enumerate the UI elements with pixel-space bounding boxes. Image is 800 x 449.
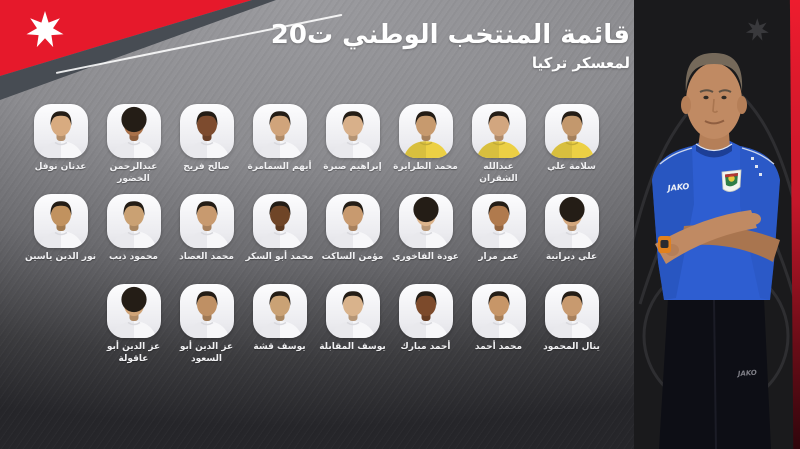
player-card: أحمد مبارك	[389, 284, 462, 374]
player-name: عبدالله الشقران	[479, 162, 518, 184]
player-card: نور الدين ياسين	[24, 194, 97, 284]
player-photo	[471, 284, 526, 338]
players-row: ينال المحمود محمد أحمد أحمد مبارك يوسف ا…	[24, 284, 608, 374]
player-card: مؤمن الساكت	[316, 194, 389, 284]
player-photo	[398, 194, 453, 248]
player-name: محمد أحمد	[474, 342, 523, 352]
player-name: عدنان نوفل	[34, 162, 87, 172]
player-photo	[398, 104, 453, 158]
player-photo	[252, 194, 307, 248]
players-grid: سلامة علي عبدالله الشقران محمد الطرايرة …	[24, 104, 608, 374]
player-photo	[471, 104, 526, 158]
player-name: يوسف قشة	[253, 342, 306, 352]
player-photo	[544, 104, 599, 158]
player-name: مؤمن الساكت	[321, 252, 384, 262]
player-photo	[179, 284, 234, 338]
player-photo	[325, 194, 380, 248]
player-name: سلامة علي	[547, 162, 596, 172]
player-photo	[106, 104, 161, 158]
player-card: يوسف المقابلة	[316, 284, 389, 374]
player-card: عمر مرار	[462, 194, 535, 284]
player-photo	[33, 194, 88, 248]
player-card: محمد أحمد	[462, 284, 535, 374]
player-name: أحمد مبارك	[400, 342, 451, 352]
player-card: يوسف قشة	[243, 284, 316, 374]
players-row: سلامة علي عبدالله الشقران محمد الطرايرة …	[24, 104, 608, 194]
player-photo	[471, 194, 526, 248]
player-photo	[325, 284, 380, 338]
kit-brand-label: JAKO	[665, 182, 690, 193]
player-card: علي ديرانية	[535, 194, 608, 284]
player-photo	[106, 284, 161, 338]
player-card: أيهم السمامرة	[243, 104, 316, 194]
player-photo	[325, 104, 380, 158]
player-card: محمد العصاد	[170, 194, 243, 284]
player-photo	[33, 104, 88, 158]
player-name: محمد الطرايرة	[393, 162, 458, 172]
player-name: علي ديرانية	[545, 252, 598, 262]
watermark-star-icon	[745, 18, 769, 41]
seven-pointed-star-icon	[26, 11, 64, 48]
player-photo	[544, 194, 599, 248]
federation-crest-icon	[721, 169, 742, 192]
right-red-stripe	[789, 0, 800, 449]
pants-brand-label: JAKO	[736, 369, 758, 378]
player-photo	[106, 194, 161, 248]
player-name: إبراهيم صبرة	[323, 162, 382, 172]
player-name: عبدالرحمن الخضور	[109, 162, 158, 184]
header: قائمة المنتخب الوطني ت20 لمعسكر تركيا	[271, 19, 630, 72]
page-subtitle: لمعسكر تركيا	[531, 53, 630, 72]
player-name: نور الدين ياسين	[25, 252, 96, 262]
player-card: عودة الفاخوري	[389, 194, 462, 284]
player-card: عبدالله الشقران	[462, 104, 535, 194]
player-card: محمود ذيب	[97, 194, 170, 284]
player-name: محمد أبو السكر	[245, 252, 314, 262]
player-card: عدنان نوفل	[24, 104, 97, 194]
player-card: محمد الطرايرة	[389, 104, 462, 194]
player-name: عمر مرار	[478, 252, 519, 262]
player-name: أيهم السمامرة	[247, 162, 312, 172]
player-name: محمد العصاد	[179, 252, 234, 262]
player-name: صالح فريج	[183, 162, 230, 172]
coach-panel: JAKO JAKO	[634, 0, 800, 449]
player-card: ينال المحمود	[535, 284, 608, 374]
player-name: عز الدين أبو عاقولة	[106, 342, 161, 364]
player-photo	[252, 284, 307, 338]
player-photo	[544, 284, 599, 338]
player-card: صالح فريج	[170, 104, 243, 194]
page-title: قائمة المنتخب الوطني ت20	[270, 20, 630, 50]
sleeve-dots	[751, 157, 762, 176]
player-photo	[179, 194, 234, 248]
player-photo	[398, 284, 453, 338]
player-card: عبدالرحمن الخضور	[97, 104, 170, 194]
player-name: محمود ذيب	[108, 252, 158, 262]
player-photo	[179, 104, 234, 158]
player-name: عز الدين أبو السعود	[179, 342, 234, 364]
player-name: ينال المحمود	[543, 342, 600, 352]
players-row: علي ديرانية عمر مرار عودة الفاخوري مؤمن …	[24, 194, 608, 284]
player-name: عودة الفاخوري	[392, 252, 459, 262]
player-card: عز الدين أبو السعود	[170, 284, 243, 374]
coach-photo: JAKO JAKO	[634, 18, 800, 449]
player-card: محمد أبو السكر	[243, 194, 316, 284]
player-name: يوسف المقابلة	[319, 342, 386, 352]
player-card: سلامة علي	[535, 104, 608, 194]
player-photo	[252, 104, 307, 158]
orange-watch	[658, 236, 671, 253]
player-card: عز الدين أبو عاقولة	[97, 284, 170, 374]
player-card: إبراهيم صبرة	[316, 104, 389, 194]
